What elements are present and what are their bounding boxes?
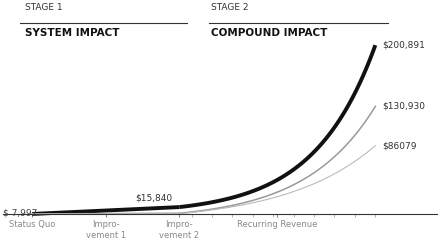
Text: $200,891: $200,891: [383, 41, 425, 50]
Text: $86079: $86079: [383, 141, 417, 150]
Text: $130,930: $130,930: [383, 102, 425, 111]
Text: STAGE 1: STAGE 1: [25, 3, 62, 12]
Text: $15,840: $15,840: [135, 193, 172, 202]
Text: STAGE 2: STAGE 2: [211, 3, 249, 12]
Text: SYSTEM IMPACT: SYSTEM IMPACT: [25, 28, 119, 38]
Text: $ 7,997: $ 7,997: [3, 209, 37, 218]
Text: COMPOUND IMPACT: COMPOUND IMPACT: [211, 28, 327, 38]
